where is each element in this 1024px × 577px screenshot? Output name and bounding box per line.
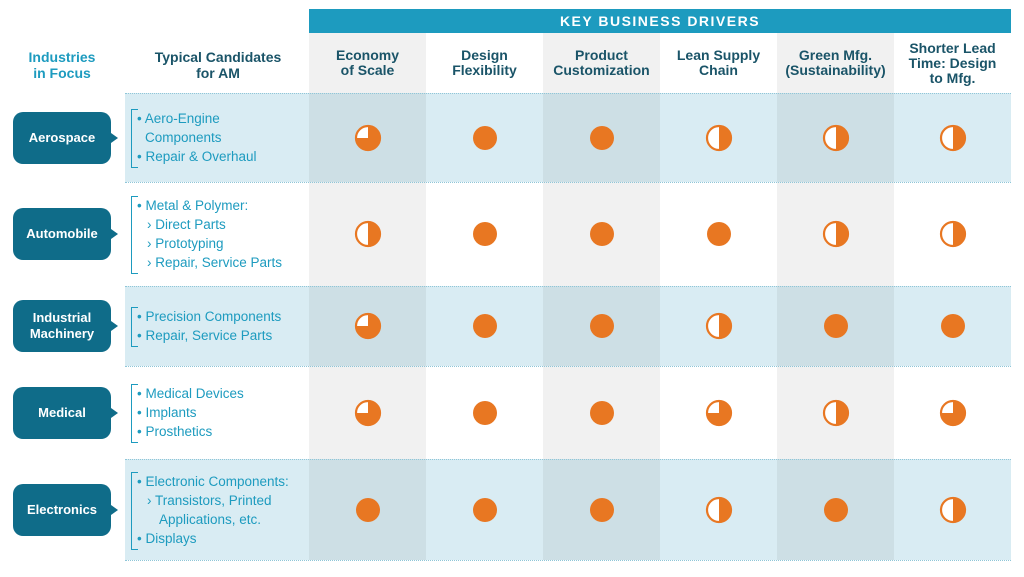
driver-header: Product Customization [543, 33, 660, 93]
rating-three-quarter-icon [938, 398, 968, 428]
column-shade [777, 33, 894, 560]
rating-half-icon [938, 219, 968, 249]
rating-full-icon [821, 495, 851, 525]
rating-half-icon [938, 495, 968, 525]
candidate-bracket [131, 109, 138, 168]
candidate-bracket [131, 384, 138, 443]
candidate-bracket [131, 307, 138, 347]
candidates-header: Typical Candidates for AM [154, 49, 282, 81]
rating-half-icon [821, 123, 851, 153]
candidate-list: • Aero-Engine Components • Repair & Overha… [137, 109, 309, 166]
rating-full-icon [587, 398, 617, 428]
row-divider [125, 182, 1011, 183]
candidate-list: • Medical Devices • Implants • Prosthetics [137, 384, 309, 441]
candidate-bracket [131, 471, 138, 550]
key-business-drivers-header: KEY BUSINESS DRIVERS [309, 9, 1011, 33]
rating-full-icon [587, 123, 617, 153]
rating-full-icon [587, 219, 617, 249]
candidate-item: • Repair, Service Parts [137, 328, 273, 343]
industry-label-2: Industrial Machinery [13, 300, 111, 352]
rating-full-icon [470, 398, 500, 428]
column-shade [543, 33, 660, 560]
candidate-item: • Precision Components [137, 309, 282, 324]
driver-header-label: Design Flexibility [452, 47, 517, 78]
rating-half-icon [704, 495, 734, 525]
rating-half-icon [353, 219, 383, 249]
candidate-item: • Aero-Engine [137, 111, 220, 126]
rating-full-icon [470, 123, 500, 153]
rating-half-icon [821, 398, 851, 428]
candidate-list: • Precision Components • Repair, Service … [137, 307, 309, 345]
candidate-item: Applications, etc. [159, 511, 262, 527]
candidate-item: Components [145, 130, 222, 145]
candidate-item: › Prototyping [147, 236, 224, 251]
rating-full-icon [470, 495, 500, 525]
rating-full-icon [587, 311, 617, 341]
driver-header: Shorter Lead Time: Design to Mfg. [894, 33, 1011, 93]
driver-header: Lean Supply Chain [660, 33, 777, 93]
pill-pointer [111, 504, 118, 515]
row-divider [125, 93, 1011, 94]
rating-full-icon [821, 311, 851, 341]
driver-header-label: Shorter Lead Time: Design to Mfg. [908, 39, 997, 86]
candidate-item: › Direct Parts [147, 217, 226, 232]
industry-label-0: Aerospace [13, 111, 111, 164]
candidate-item: • Prosthetics [137, 424, 213, 439]
candidate-item: • Metal & Polymer: [137, 198, 249, 213]
industry-label-3: Medical [13, 386, 111, 439]
industry-label-1: Automobile [13, 208, 111, 260]
driver-header-label: Lean Supply Chain [676, 47, 761, 78]
rating-half-icon [821, 219, 851, 249]
row-divider [125, 286, 1011, 287]
rating-full-icon [587, 495, 617, 525]
candidate-item: • Electronic Components: [137, 473, 289, 489]
candidate-item: › Repair, Service Parts [147, 255, 283, 270]
driver-header: Green Mfg. (Sustainability) [777, 33, 894, 93]
row-divider [125, 560, 1011, 561]
candidate-bracket [131, 196, 138, 274]
column-shade [309, 33, 426, 560]
rating-half-icon [938, 123, 968, 153]
rating-three-quarter-icon [353, 123, 383, 153]
candidate-item: › Transistors, Printed [147, 492, 272, 508]
row-background [125, 93, 1011, 182]
row-divider [125, 366, 1011, 367]
row-background [125, 459, 1011, 560]
rating-three-quarter-icon [353, 398, 383, 428]
row-divider [125, 459, 1011, 460]
rating-half-icon [704, 311, 734, 341]
driver-header-label: Product Customization [553, 47, 650, 78]
driver-header: Economy of Scale [309, 33, 426, 93]
rating-full-icon [470, 311, 500, 341]
pill-pointer [111, 229, 118, 239]
candidate-item: • Displays [137, 530, 197, 546]
row-background [125, 286, 1011, 366]
rating-half-icon [704, 123, 734, 153]
candidate-list: • Electronic Components: › Transistors, P… [137, 472, 309, 548]
driver-header-label: Economy of Scale [335, 47, 399, 78]
rating-full-icon [938, 311, 968, 341]
industry-label-4: Electronics [13, 483, 111, 536]
driver-header-label: Green Mfg. (Sustainability) [785, 47, 886, 78]
rating-three-quarter-icon [353, 311, 383, 341]
candidate-list: • Metal & Polymer: › Direct Parts › Protot… [137, 196, 309, 272]
industries-header: Industries in Focus [28, 49, 96, 81]
pill-pointer [111, 321, 118, 331]
rating-full-icon [353, 495, 383, 525]
pill-pointer [111, 407, 118, 418]
candidate-item: • Implants [137, 405, 197, 420]
rating-full-icon [704, 219, 734, 249]
driver-header: Design Flexibility [426, 33, 543, 93]
candidate-item: • Medical Devices [137, 386, 244, 401]
rating-full-icon [470, 219, 500, 249]
candidate-item: • Repair & Overhaul [137, 149, 257, 164]
pill-pointer [111, 132, 118, 143]
rating-three-quarter-icon [704, 398, 734, 428]
